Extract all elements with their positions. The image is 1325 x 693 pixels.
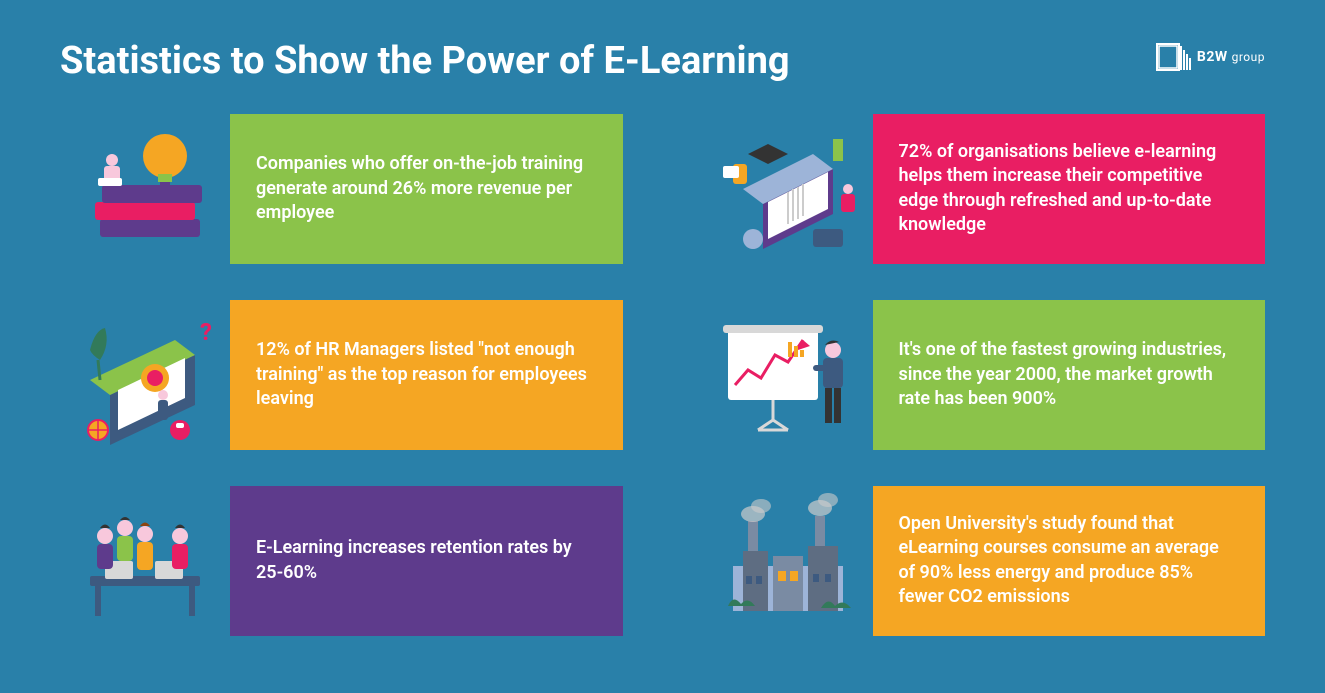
header: Statistics to Show the Power of E-Learni… xyxy=(60,40,1265,84)
logo-text: B2W group xyxy=(1197,49,1265,65)
page-title: Statistics to Show the Power of E-Learni… xyxy=(60,40,790,84)
stat-panel-3: It's one of the fastest growing industri… xyxy=(873,300,1266,450)
stat-card-4: E-Learning increases retention rates by … xyxy=(60,486,623,636)
stat-panel-4: E-Learning increases retention rates by … xyxy=(230,486,623,636)
stat-text-0: Companies who offer on-the-job training … xyxy=(256,152,597,225)
stat-panel-1: 72% of organisations believe e-learning … xyxy=(873,114,1266,264)
presentation-chart-icon xyxy=(703,300,873,450)
stat-card-1: 72% of organisations believe e-learning … xyxy=(703,114,1266,264)
stat-card-2: ? 12% of HR Managers listed "not enough … xyxy=(60,300,623,450)
factory-eco-icon xyxy=(703,486,873,636)
books-lightbulb-icon xyxy=(60,114,230,264)
stat-panel-0: Companies who offer on-the-job training … xyxy=(230,114,623,264)
stat-panel-5: Open University's study found that eLear… xyxy=(873,486,1266,636)
cards-grid: Companies who offer on-the-job training … xyxy=(60,114,1265,636)
laptop-learning-icon xyxy=(703,114,873,264)
svg-text:?: ? xyxy=(200,318,212,346)
brand-logo: B2W group xyxy=(1155,40,1265,74)
stat-panel-2: 12% of HR Managers listed "not enough tr… xyxy=(230,300,623,450)
stat-card-3: It's one of the fastest growing industri… xyxy=(703,300,1266,450)
laptop-hr-icon: ? xyxy=(60,300,230,450)
stat-text-4: E-Learning increases retention rates by … xyxy=(256,536,597,585)
team-meeting-icon xyxy=(60,486,230,636)
brand-name: B2W xyxy=(1197,49,1228,65)
stat-text-2: 12% of HR Managers listed "not enough tr… xyxy=(256,338,597,411)
stat-text-3: It's one of the fastest growing industri… xyxy=(899,338,1240,411)
stat-card-0: Companies who offer on-the-job training … xyxy=(60,114,623,264)
stat-text-5: Open University's study found that eLear… xyxy=(899,512,1240,609)
brand-suffix: group xyxy=(1232,50,1265,64)
stat-text-1: 72% of organisations believe e-learning … xyxy=(899,140,1240,237)
stat-card-5: Open University's study found that eLear… xyxy=(703,486,1266,636)
logo-icon xyxy=(1155,40,1191,74)
